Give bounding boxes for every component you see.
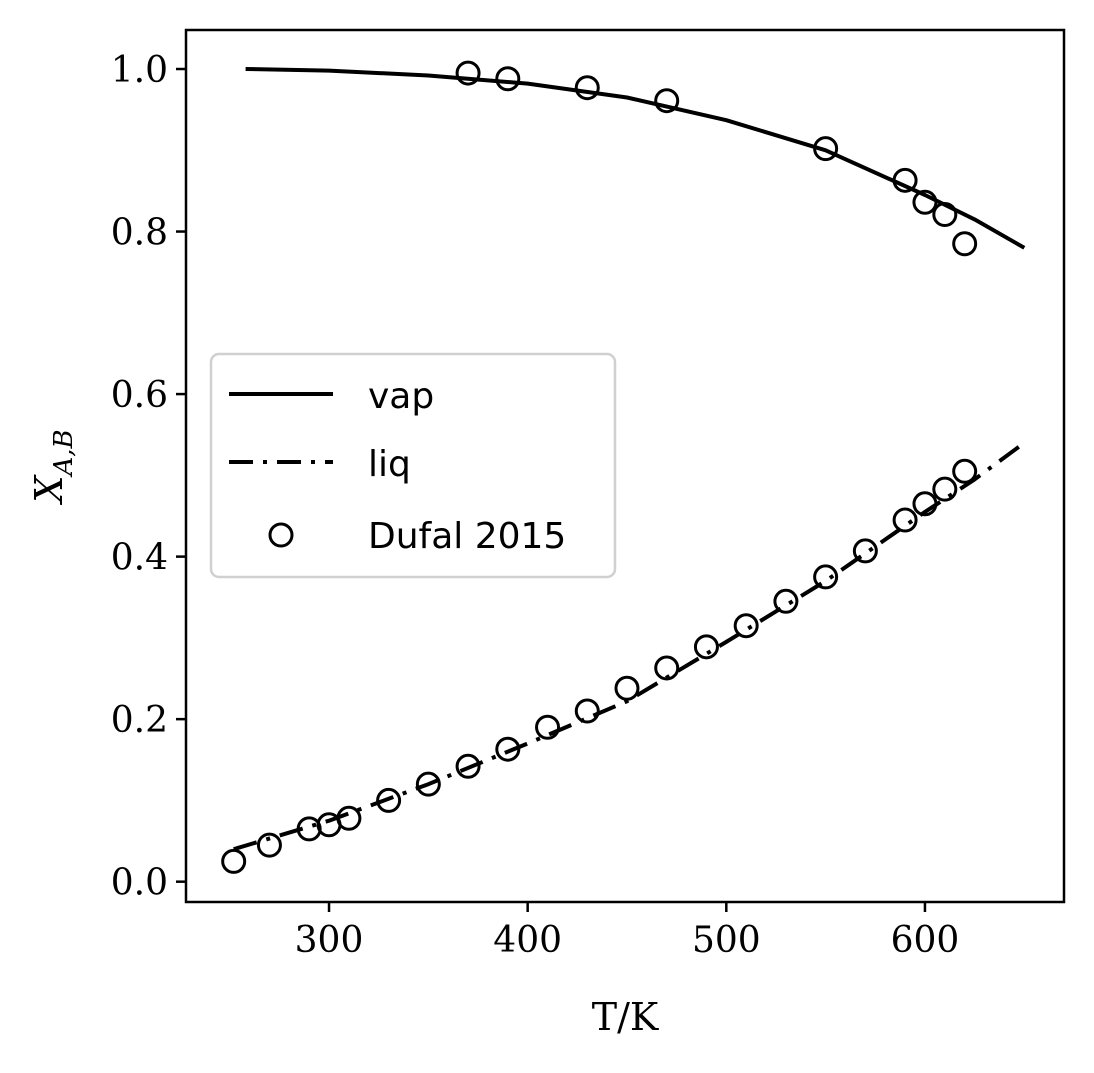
dufal-point-26 [852, 538, 878, 564]
series-line-vap [245, 67, 1026, 250]
legend-swatch-dufal [268, 522, 294, 548]
dufal-point-10 [256, 832, 282, 858]
dufal-point-21 [654, 655, 680, 681]
dufal-point-24 [773, 588, 799, 614]
x-axis-label: T/K [592, 995, 659, 1039]
y-tick-label-1: 0.2 [111, 700, 168, 741]
y-tick-label-0: 0.0 [111, 863, 168, 904]
dufal-point-14 [376, 787, 402, 813]
dufal-point-13 [336, 805, 362, 831]
legend-label-vap: vap [368, 376, 434, 417]
dufal-point-4 [813, 136, 839, 162]
legend-label-liq: liq [368, 444, 411, 485]
x-tick-label-600: 600 [891, 920, 960, 961]
legend-label-dufal: Dufal 2015 [368, 516, 566, 557]
dufal-point-29 [932, 476, 958, 502]
y-axis-label-main: X [27, 474, 71, 506]
legend-box [209, 352, 617, 579]
y-axis-label-sub: A,B [49, 429, 79, 477]
dufal-point-7 [932, 201, 958, 227]
x-tick-label-400: 400 [493, 920, 562, 961]
dufal-point-15 [415, 771, 441, 797]
dufal-point-23 [733, 613, 759, 639]
dufal-point-28 [912, 491, 938, 517]
dufal-point-19 [574, 698, 600, 724]
y-tick-label-5: 1.0 [111, 50, 168, 91]
y-tick-label-3: 0.6 [111, 375, 168, 416]
y-tick-label-4: 0.8 [111, 213, 168, 254]
dufal-point-17 [495, 736, 521, 762]
dufal-point-18 [535, 714, 561, 740]
dufal-point-0 [455, 60, 481, 86]
y-tick-label-2: 0.4 [111, 538, 168, 579]
plot-frame [184, 28, 1066, 904]
dufal-point-30 [952, 458, 978, 484]
dufal-point-5 [892, 167, 918, 193]
dufal-point-25 [813, 564, 839, 590]
y-axis-label: XA,B [27, 429, 79, 505]
dufal-point-16 [455, 753, 481, 779]
dufal-point-6 [912, 189, 938, 215]
dufal-point-8 [952, 231, 978, 257]
series-layer [221, 60, 1026, 874]
dufal-point-1 [495, 66, 521, 92]
dufal-point-2 [574, 75, 600, 101]
x-axis: 300 400 500 600 [295, 902, 960, 961]
x-tick-label-300: 300 [295, 920, 364, 961]
dufal-point-3 [654, 88, 680, 114]
dufal-point-27 [892, 507, 918, 533]
x-tick-label-500: 500 [692, 920, 761, 961]
dufal-point-20 [614, 675, 640, 701]
dufal-point-22 [693, 634, 719, 660]
dufal-point-9 [221, 848, 247, 874]
y-axis: 0.0 0.2 0.4 0.6 0.8 1.0 [111, 50, 186, 904]
legend: vap liq Dufal 2015 [209, 352, 617, 579]
